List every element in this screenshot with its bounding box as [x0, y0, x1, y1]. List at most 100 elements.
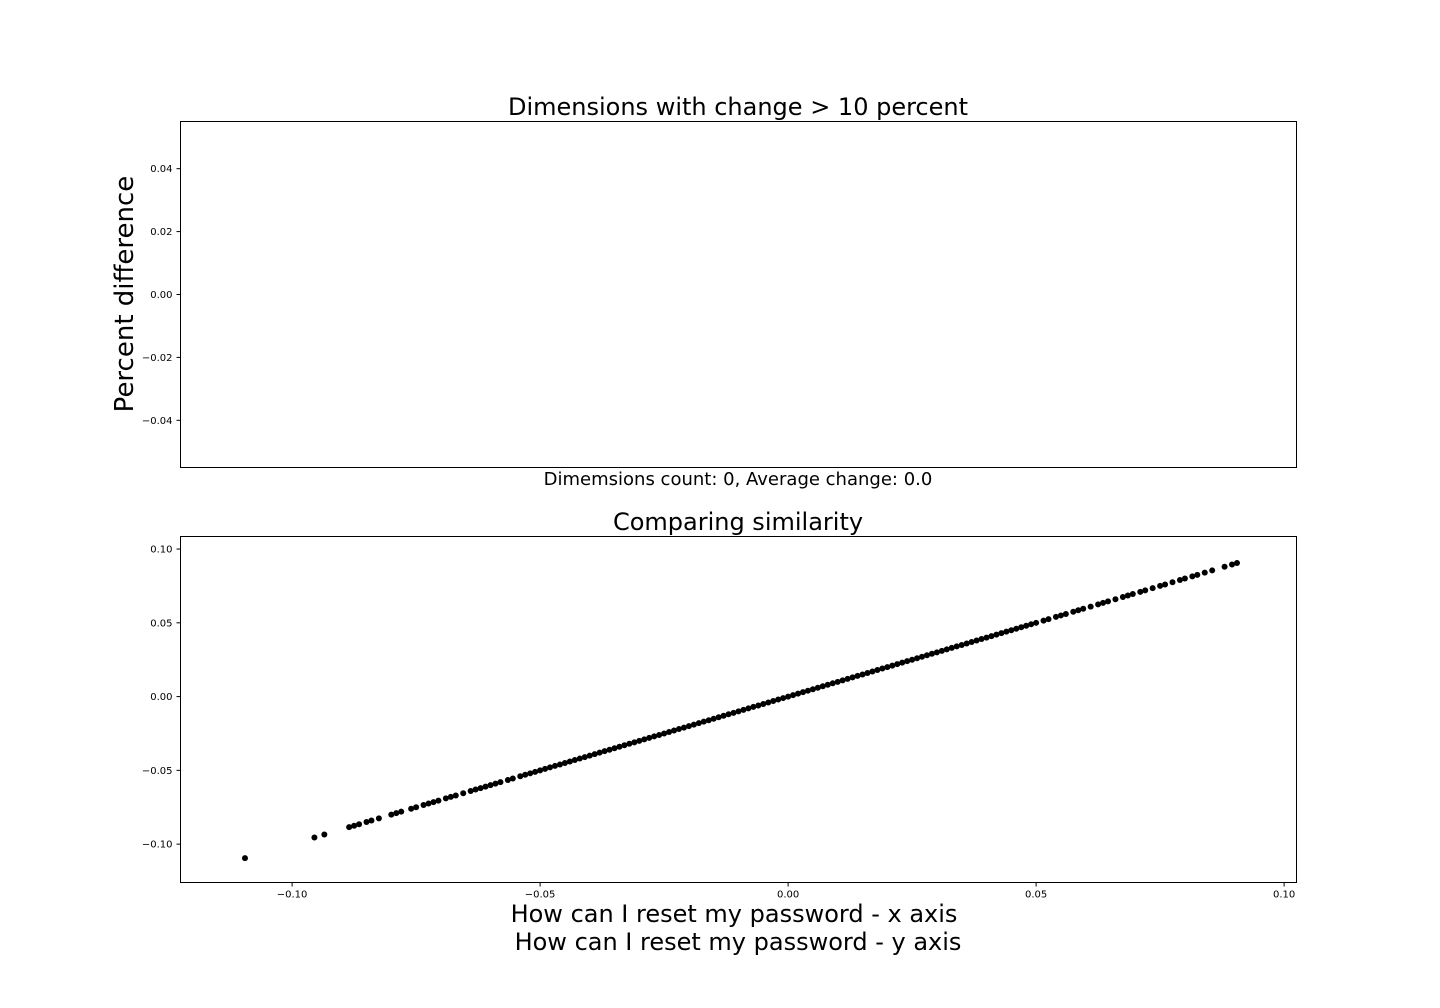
scatter-point — [596, 749, 603, 756]
top-chart: Dimensions with change > 10 percent Perc… — [110, 93, 1297, 490]
scatter-point — [641, 736, 648, 743]
scatter-point — [626, 740, 633, 747]
scatter-point — [487, 782, 494, 789]
scatter-point — [425, 800, 432, 807]
bottom-x-tick-label: 0.05 — [1025, 890, 1047, 901]
top-y-tick-label: −0.04 — [142, 416, 173, 427]
scatter-point — [537, 767, 544, 774]
scatter-point — [492, 780, 499, 787]
scatter-point — [879, 665, 886, 672]
scatter-point — [1023, 622, 1030, 629]
scatter-point — [933, 649, 940, 656]
scatter-point — [983, 634, 990, 641]
scatter-point — [1075, 607, 1082, 614]
scatter-point — [631, 739, 638, 746]
scatter-point — [651, 733, 658, 740]
scatter-point — [1162, 581, 1169, 588]
scatter-point — [311, 834, 318, 841]
scatter-point — [775, 696, 782, 703]
scatter-point — [884, 664, 891, 671]
top-chart-y-ticks: 0.04 0.02 0.00 −0.02 −0.04 — [142, 164, 181, 427]
scatter-point — [509, 775, 516, 782]
scatter-point — [1087, 603, 1094, 610]
top-chart-caption: Dimemsions count: 0, Average change: 0.0 — [544, 469, 933, 490]
scatter-point — [1100, 599, 1107, 606]
scatter-point — [899, 659, 906, 666]
scatter-point — [705, 717, 712, 724]
scatter-point — [497, 779, 504, 786]
scatter-point — [1112, 596, 1119, 603]
scatter-point — [1233, 560, 1240, 567]
scatter-point — [889, 662, 896, 669]
bottom-x-tick-label: −0.05 — [525, 890, 556, 901]
scatter-point — [928, 650, 935, 657]
scatter-point — [616, 743, 623, 750]
scatter-point — [430, 799, 437, 806]
scatter-point — [914, 655, 921, 662]
scatter-point — [241, 855, 248, 862]
scatter-point — [938, 647, 945, 654]
scatter-point — [646, 734, 653, 741]
bottom-x-tick-label: 0.10 — [1273, 890, 1295, 901]
scatter-point — [606, 746, 613, 753]
scatter-point — [388, 811, 395, 818]
scatter-point — [398, 808, 405, 815]
scatter-point — [571, 757, 578, 764]
scatter-point — [829, 680, 836, 687]
scatter-point — [1142, 587, 1149, 594]
scatter-point — [859, 671, 866, 678]
scatter-point — [467, 788, 474, 795]
scatter-point — [368, 817, 375, 824]
top-y-tick-label: 0.04 — [150, 164, 172, 175]
scatter-point — [527, 770, 534, 777]
scatter-point — [685, 723, 692, 730]
scatter-point — [542, 765, 549, 772]
scatter-point — [1201, 569, 1208, 576]
scatter-point — [1221, 563, 1228, 570]
scatter-point — [1129, 591, 1136, 598]
scatter-point — [1137, 588, 1144, 595]
scatter-point — [1070, 608, 1077, 615]
scatter-point — [700, 718, 707, 725]
scatter-point — [586, 752, 593, 759]
scatter-point — [1105, 598, 1112, 605]
scatter-point — [690, 721, 697, 728]
scatter-point — [894, 661, 901, 668]
scatter-point — [1045, 616, 1052, 623]
scatter-point — [442, 795, 449, 802]
scatter-point — [1157, 582, 1164, 589]
bottom-x-tick-label: −0.10 — [277, 890, 308, 901]
scatter-point — [715, 714, 722, 721]
top-chart-plot-area — [180, 121, 1297, 468]
scatter-point — [1124, 592, 1131, 599]
bottom-chart: Comparing similarity 0.100.050.00−0.05−0… — [142, 508, 1297, 956]
scatter-point — [785, 693, 792, 700]
scatter-point — [1169, 579, 1176, 586]
scatter-point — [460, 790, 467, 797]
scatter-point — [675, 726, 682, 733]
scatter-point — [730, 709, 737, 716]
scatter-point — [435, 797, 442, 804]
scatter-point — [814, 684, 821, 691]
scatter-point — [919, 653, 926, 660]
scatter-point — [988, 633, 995, 640]
scatter-point — [804, 687, 811, 694]
scatter-point — [561, 759, 568, 766]
bottom-y-tick-label: 0.00 — [150, 692, 172, 703]
scatter-point — [978, 636, 985, 643]
scatter-point — [666, 729, 673, 736]
bottom-y-tick-label: −0.10 — [142, 840, 173, 851]
scatter-point — [1033, 619, 1040, 626]
scatter-point — [958, 641, 965, 648]
bottom-chart-xlabel-line1: How can I reset my password - x axis — [511, 900, 958, 928]
scatter-point — [849, 674, 856, 681]
scatter-point — [973, 637, 980, 644]
scatter-point — [363, 819, 370, 826]
scatter-point — [745, 705, 752, 712]
scatter-point — [869, 668, 876, 675]
scatter-point — [517, 773, 524, 780]
scatter-point — [420, 802, 427, 809]
scatter-point — [1057, 612, 1064, 619]
scatter-point — [351, 822, 358, 829]
